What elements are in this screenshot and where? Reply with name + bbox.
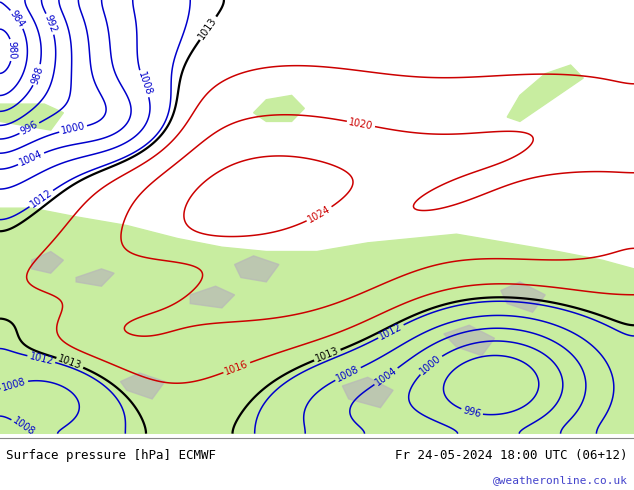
Polygon shape: [507, 65, 583, 122]
Text: 1016: 1016: [224, 359, 250, 377]
Text: 1000: 1000: [418, 353, 443, 376]
Polygon shape: [444, 325, 495, 356]
Polygon shape: [342, 377, 393, 408]
Polygon shape: [0, 208, 634, 434]
Text: 1020: 1020: [348, 117, 374, 131]
Text: 984: 984: [8, 9, 27, 29]
Text: 1012: 1012: [378, 321, 404, 342]
Text: 996: 996: [19, 120, 40, 137]
Polygon shape: [0, 104, 63, 130]
Polygon shape: [76, 269, 114, 286]
Text: 1008: 1008: [11, 416, 37, 438]
Text: 980: 980: [7, 41, 18, 59]
Text: 1013: 1013: [197, 15, 219, 41]
Text: 1004: 1004: [18, 149, 44, 168]
Polygon shape: [235, 256, 279, 282]
Text: 1008: 1008: [335, 364, 361, 384]
Text: 1008: 1008: [136, 71, 153, 97]
Polygon shape: [32, 251, 63, 273]
Text: 1008: 1008: [1, 377, 27, 393]
Polygon shape: [254, 96, 304, 122]
Text: 1000: 1000: [60, 122, 86, 136]
Text: 996: 996: [462, 405, 482, 419]
Text: 988: 988: [30, 65, 45, 85]
Text: 1024: 1024: [306, 204, 333, 225]
Text: Fr 24-05-2024 18:00 UTC (06+12): Fr 24-05-2024 18:00 UTC (06+12): [395, 448, 628, 462]
Text: Surface pressure [hPa] ECMWF: Surface pressure [hPa] ECMWF: [6, 448, 216, 462]
Text: @weatheronline.co.uk: @weatheronline.co.uk: [493, 475, 628, 485]
Text: 1013: 1013: [56, 354, 83, 371]
Text: 1012: 1012: [28, 351, 55, 367]
Polygon shape: [120, 373, 165, 399]
Text: 992: 992: [42, 14, 58, 34]
Polygon shape: [190, 286, 235, 308]
Text: 1013: 1013: [314, 346, 340, 364]
Polygon shape: [501, 282, 545, 312]
Text: 1012: 1012: [29, 188, 55, 210]
Text: 1004: 1004: [373, 365, 399, 388]
